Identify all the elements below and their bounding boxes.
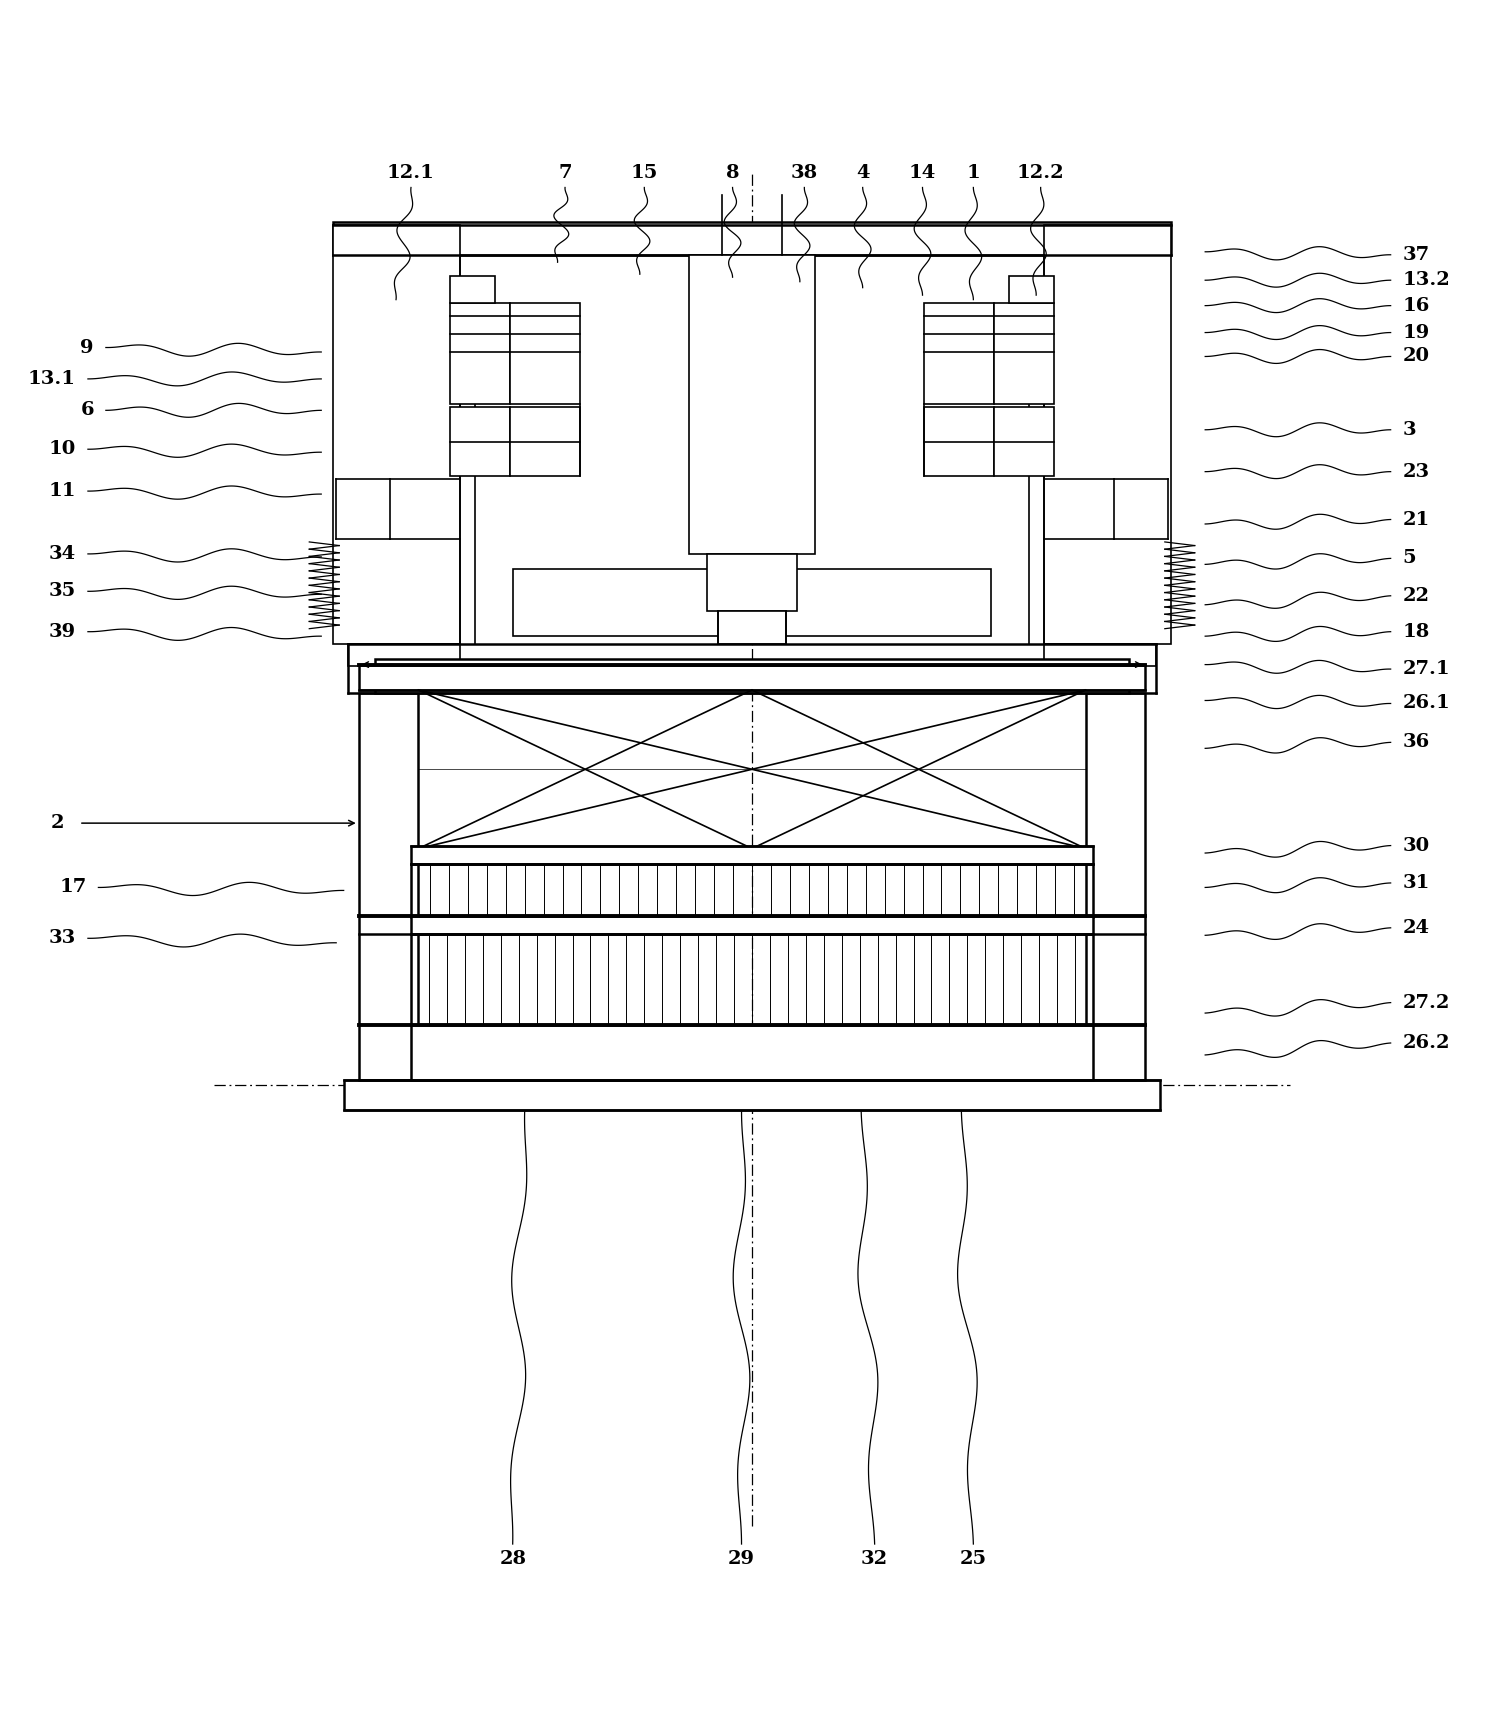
Bar: [513, 569, 991, 635]
Text: 30: 30: [1403, 837, 1430, 854]
Bar: [1044, 644, 1157, 667]
Bar: [374, 658, 1130, 693]
Bar: [450, 276, 495, 302]
Bar: [510, 408, 581, 476]
Bar: [923, 408, 994, 476]
Text: 25: 25: [960, 1550, 987, 1568]
Text: 11: 11: [48, 483, 77, 500]
Text: 22: 22: [1403, 587, 1430, 604]
Text: 13.1: 13.1: [29, 370, 77, 387]
Bar: [358, 693, 418, 1080]
Text: 20: 20: [1403, 347, 1430, 366]
Bar: [411, 934, 1093, 1024]
Text: 8: 8: [726, 163, 740, 182]
Text: 15: 15: [630, 163, 657, 182]
Bar: [689, 255, 815, 554]
Bar: [994, 408, 1054, 476]
Text: 4: 4: [856, 163, 869, 182]
Text: 26.1: 26.1: [1403, 694, 1450, 712]
Bar: [411, 917, 1093, 934]
Bar: [450, 408, 510, 476]
Text: 2: 2: [51, 814, 65, 832]
Bar: [450, 302, 510, 404]
Text: 7: 7: [558, 163, 572, 182]
Text: 18: 18: [1403, 623, 1430, 641]
Text: 13.2: 13.2: [1403, 271, 1450, 290]
Bar: [344, 1080, 1160, 1111]
Text: 33: 33: [48, 929, 77, 948]
Text: 24: 24: [1403, 918, 1430, 937]
Bar: [1009, 276, 1054, 302]
Text: 19: 19: [1403, 323, 1430, 342]
Text: 34: 34: [48, 545, 77, 562]
Bar: [411, 863, 1093, 917]
Text: 36: 36: [1403, 733, 1430, 752]
Bar: [510, 302, 581, 404]
Text: 37: 37: [1403, 247, 1430, 264]
Bar: [411, 845, 1093, 863]
Bar: [1044, 226, 1170, 644]
Bar: [994, 302, 1054, 404]
Text: 32: 32: [862, 1550, 889, 1568]
Text: 23: 23: [1403, 464, 1430, 481]
Bar: [1044, 226, 1170, 644]
Text: 6: 6: [80, 401, 93, 420]
Bar: [717, 611, 787, 644]
Text: 12.1: 12.1: [387, 163, 435, 182]
Bar: [1086, 693, 1146, 1080]
Bar: [450, 302, 510, 404]
Bar: [450, 276, 495, 302]
Text: 27.2: 27.2: [1403, 993, 1450, 1012]
Bar: [707, 554, 797, 611]
Text: 28: 28: [499, 1550, 526, 1568]
Bar: [1009, 276, 1054, 302]
Bar: [510, 302, 581, 404]
Text: 1: 1: [967, 163, 981, 182]
Text: 10: 10: [48, 441, 77, 458]
Text: 31: 31: [1403, 873, 1430, 892]
Text: 27.1: 27.1: [1403, 660, 1450, 679]
Bar: [923, 408, 994, 476]
Text: 29: 29: [728, 1550, 755, 1568]
Text: 39: 39: [48, 623, 77, 641]
Text: 3: 3: [1403, 420, 1417, 439]
Bar: [347, 644, 460, 667]
Bar: [334, 226, 460, 644]
Text: 16: 16: [1403, 297, 1430, 314]
Bar: [358, 665, 1146, 689]
Bar: [717, 611, 787, 644]
Bar: [994, 408, 1054, 476]
Bar: [923, 302, 994, 404]
Bar: [1044, 644, 1157, 667]
Bar: [510, 408, 581, 476]
Bar: [923, 302, 994, 404]
Bar: [1086, 693, 1146, 1080]
Text: 21: 21: [1403, 510, 1430, 528]
Text: 9: 9: [80, 339, 93, 356]
Text: 5: 5: [1403, 549, 1417, 568]
Text: 35: 35: [48, 582, 77, 601]
Bar: [707, 554, 797, 611]
Text: 17: 17: [59, 878, 86, 896]
Bar: [411, 1024, 1093, 1080]
Bar: [513, 569, 991, 635]
Bar: [358, 693, 418, 1080]
Bar: [450, 408, 510, 476]
Bar: [334, 226, 460, 644]
Bar: [994, 302, 1054, 404]
Bar: [347, 644, 460, 667]
Bar: [334, 222, 1170, 255]
Text: 26.2: 26.2: [1403, 1035, 1450, 1052]
Text: 12.2: 12.2: [1017, 163, 1065, 182]
Bar: [689, 255, 815, 554]
Text: 14: 14: [908, 163, 935, 182]
Text: 38: 38: [791, 163, 818, 182]
Bar: [374, 658, 1130, 693]
